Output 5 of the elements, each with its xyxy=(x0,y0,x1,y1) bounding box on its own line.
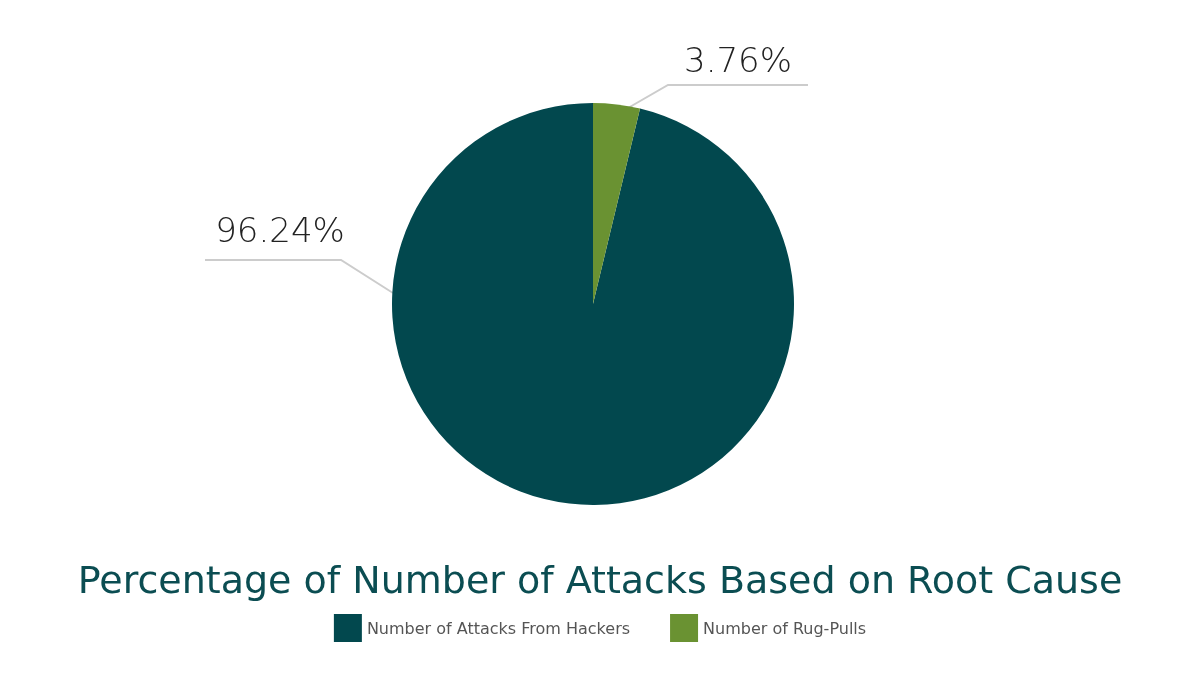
data-label: 96.24% xyxy=(215,210,345,250)
text: Percentage of Number of Attacks Based on Root Cause xyxy=(77,558,1123,602)
data-label: 3.76% xyxy=(683,40,793,80)
legend-label: Number of Attacks From Hackers xyxy=(366,618,631,638)
legend-label: Number of Rug-Pulls xyxy=(703,618,867,638)
